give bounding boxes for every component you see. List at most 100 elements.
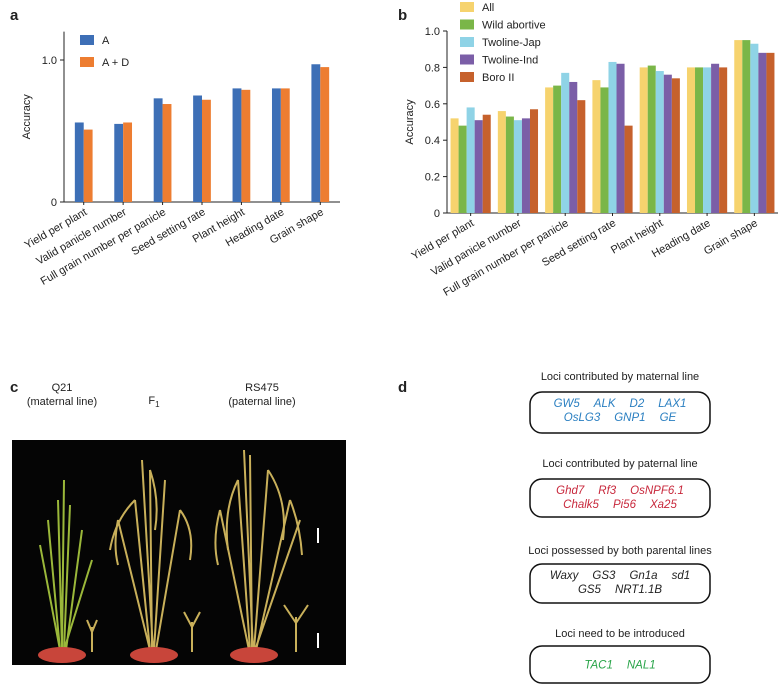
- gene-row: GW5 ALK D2 LAX1: [554, 398, 687, 410]
- gene: sd1: [672, 570, 691, 582]
- bar: [232, 88, 242, 202]
- bar: [311, 64, 321, 202]
- plant-name: RS475: [245, 382, 279, 394]
- legend-label: Twoline-Ind: [482, 55, 538, 67]
- gene: LAX1: [658, 398, 686, 410]
- gene: GNP1: [614, 412, 645, 424]
- bar: [450, 118, 459, 213]
- plant-label: F1: [148, 395, 160, 409]
- bar: [711, 63, 720, 214]
- plant-note: (maternal line): [27, 396, 97, 408]
- bar: [616, 63, 625, 214]
- gene: Xa25: [649, 499, 677, 511]
- loci-box: [529, 563, 711, 604]
- bar: [280, 88, 290, 202]
- gene: TAC1: [584, 660, 613, 672]
- bar: [497, 111, 506, 213]
- gene: GS5: [578, 584, 602, 596]
- bar: [561, 72, 570, 213]
- loci-box: [529, 478, 711, 518]
- plant-subscript: 1: [155, 400, 160, 409]
- bar: [123, 122, 133, 202]
- bar: [162, 104, 172, 202]
- loci-title: Loci need to be introduced: [555, 628, 685, 640]
- y-axis-label: Accuracy: [21, 94, 33, 140]
- bar: [153, 98, 163, 202]
- plant-label: RS475: [245, 382, 279, 394]
- y-tick-label: 0.2: [425, 172, 440, 184]
- bar: [719, 67, 728, 214]
- gene: Ghd7: [556, 485, 585, 497]
- loci-title: Loci contributed by maternal line: [541, 371, 699, 383]
- bar: [482, 114, 491, 213]
- bar: [271, 88, 281, 202]
- gene: ALK: [593, 398, 617, 410]
- gene: OsNPF6.1: [630, 485, 684, 497]
- bar: [202, 99, 211, 202]
- gene-row: OsLG3 GNP1 GE: [564, 412, 677, 424]
- gene: GW5: [554, 398, 581, 410]
- legend-swatch: [460, 2, 474, 12]
- y-tick-label: 0.4: [425, 135, 440, 147]
- bar: [74, 122, 84, 202]
- bar: [734, 40, 743, 213]
- gene-row: Chalk5 Pi56 Xa25: [563, 499, 677, 511]
- bar: [624, 125, 633, 213]
- bar: [545, 87, 554, 213]
- legend-label: A + D: [102, 57, 129, 69]
- bar: [655, 71, 664, 213]
- plant-name: Q21: [52, 382, 73, 394]
- gene-row: Waxy GS3 Gn1a sd1: [550, 570, 690, 582]
- gene: Waxy: [550, 570, 580, 582]
- bar: [750, 43, 759, 213]
- bar: [600, 87, 609, 213]
- bar: [513, 120, 522, 213]
- gene: D2: [630, 398, 645, 410]
- bar: [671, 78, 680, 213]
- gene-row: TAC1 NAL1: [584, 660, 655, 672]
- panel-label: a: [10, 7, 19, 24]
- gene: GS3: [592, 570, 616, 582]
- gene: NAL1: [627, 660, 656, 672]
- panel-label: c: [10, 379, 18, 396]
- bar: [766, 52, 775, 214]
- legend-swatch: [460, 54, 474, 65]
- legend-swatch: [80, 57, 94, 67]
- bar: [553, 85, 562, 213]
- legend-swatch: [460, 37, 474, 47]
- plant-name: F: [148, 395, 155, 407]
- gene: Chalk5: [563, 499, 599, 511]
- y-tick-label: 0: [434, 208, 440, 220]
- bar: [529, 109, 539, 213]
- bar: [639, 67, 648, 214]
- gene-row: GS5 NRT1.1B: [578, 584, 662, 596]
- legend-label: Twoline-Jap: [482, 37, 541, 49]
- bar: [505, 116, 514, 213]
- loci-box: [529, 391, 711, 434]
- bar: [458, 125, 467, 213]
- y-tick-label: 1.0: [425, 26, 440, 38]
- bar: [663, 74, 672, 214]
- gene: NRT1.1B: [615, 584, 662, 596]
- plant-label: Q21: [52, 382, 73, 394]
- bar: [647, 65, 656, 213]
- gene: Gn1a: [629, 570, 657, 582]
- legend-label: All: [482, 2, 494, 14]
- y-tick-label: 0.8: [425, 62, 440, 74]
- bar: [608, 61, 617, 213]
- y-tick-label: 1.0: [42, 55, 57, 67]
- legend-swatch: [460, 72, 474, 82]
- bar: [193, 95, 202, 202]
- x-tick-label: Grain shape: [702, 217, 760, 257]
- bar: [703, 67, 712, 214]
- bar: [241, 89, 251, 202]
- bar: [742, 40, 751, 213]
- bar: [466, 107, 475, 213]
- bar: [521, 118, 530, 213]
- bar: [577, 100, 586, 213]
- legend-swatch: [80, 35, 94, 45]
- legend-label: Boro II: [482, 72, 514, 84]
- gene: Rf3: [598, 485, 617, 497]
- legend-label: Wild abortive: [482, 20, 546, 32]
